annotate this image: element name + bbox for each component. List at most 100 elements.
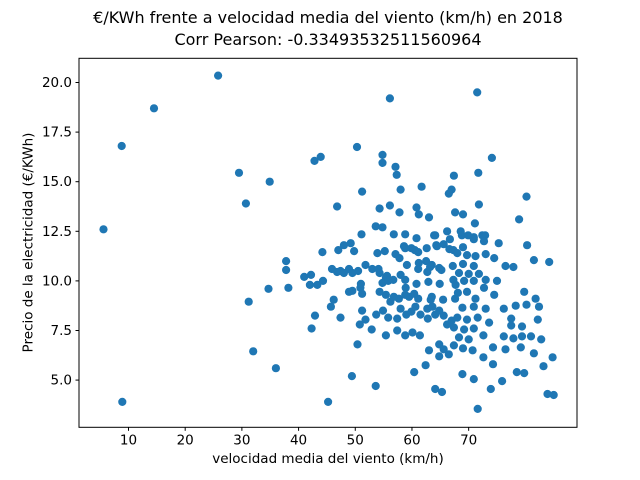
scatter-point [529, 349, 539, 358]
scatter-point [378, 306, 388, 315]
scatter-point [339, 241, 348, 250]
scatter-point [469, 235, 478, 244]
scatter-point [456, 227, 465, 236]
scatter-point [545, 257, 554, 267]
scatter-point [543, 389, 552, 399]
scatter-point [422, 244, 431, 253]
x-axis-label: velocidad media del viento (km/h) [212, 451, 444, 467]
scatter-point [310, 156, 319, 165]
scatter-point [305, 280, 314, 289]
scatter-point [414, 210, 423, 219]
scatter-point [401, 290, 410, 299]
scatter-point [445, 235, 454, 244]
scatter-point [509, 334, 518, 343]
scatter-point [334, 246, 343, 255]
scatter-point [395, 208, 404, 217]
scatter-point [389, 292, 398, 301]
scatter-point [424, 213, 434, 222]
scatter-point [462, 251, 472, 260]
scatter-point [333, 202, 342, 211]
scatter-point [443, 227, 452, 236]
scatter-point [339, 268, 348, 278]
scatter-point [426, 262, 435, 272]
scatter-point [344, 287, 354, 296]
scatter-point [347, 372, 356, 381]
scatter-point [520, 287, 529, 296]
scatter-point [412, 234, 421, 243]
scatter-point [307, 324, 316, 333]
y-tick-label: 17.5 [42, 125, 72, 141]
scatter-point [401, 283, 410, 292]
scatter-point [265, 177, 274, 186]
scatter-point [375, 287, 384, 296]
scatter-point [492, 276, 502, 285]
axes-frame [78, 57, 578, 428]
scatter-point [410, 289, 419, 298]
scatter-points [99, 71, 558, 413]
scatter-point [499, 332, 508, 341]
y-tick-label: 12.5 [42, 224, 72, 240]
scatter-point [437, 387, 447, 397]
scatter-point [531, 294, 540, 303]
scatter-point [453, 288, 462, 297]
scatter-point [431, 384, 440, 394]
scatter-point [439, 240, 448, 249]
scatter-point [393, 314, 402, 323]
scatter-point [499, 304, 508, 313]
scatter-point [353, 340, 362, 349]
scatter-point [471, 252, 480, 261]
y-tick-label: 5.0 [51, 373, 72, 389]
x-tick-label: 10 [120, 432, 137, 448]
scatter-point [431, 231, 440, 240]
scatter-point [490, 254, 499, 263]
scatter-point [423, 314, 432, 323]
scatter-point [401, 230, 410, 239]
scatter-point [350, 247, 359, 256]
scatter-point [451, 280, 460, 289]
scatter-point [401, 331, 410, 340]
scatter-point [380, 247, 389, 256]
scatter-point [460, 276, 469, 285]
scatter-point [318, 248, 327, 257]
scatter-point [479, 237, 489, 246]
scatter-point [391, 162, 400, 171]
scatter-point [414, 258, 423, 268]
scatter-point [424, 346, 434, 355]
y-tick-label: 7.5 [51, 323, 72, 339]
scatter-point [469, 302, 478, 311]
scatter-point [395, 254, 404, 263]
scatter-point [464, 335, 473, 344]
scatter-point [324, 397, 333, 406]
y-axis-ticks: 5.0 7.5 10.0 12.5 15.0 17.5 20.0 [42, 75, 79, 389]
scatter-point [244, 297, 253, 306]
scatter-point [271, 364, 280, 373]
scatter-point [479, 283, 489, 292]
scatter-point [378, 150, 387, 159]
x-tick-label: 20 [177, 432, 194, 448]
scatter-point [507, 314, 516, 323]
scatter-point [449, 171, 458, 180]
scatter-point [533, 315, 542, 324]
scatter-point [487, 153, 496, 162]
scatter-point [373, 249, 382, 258]
scatter-point [529, 256, 539, 265]
scatter-point [488, 343, 498, 352]
scatter-point [367, 325, 376, 334]
x-axis-ticks: 10 20 30 40 50 60 70 [120, 427, 477, 448]
scatter-point [439, 295, 448, 304]
scatter-point [384, 313, 393, 322]
scatter-point [458, 303, 467, 312]
scatter-point [300, 272, 309, 281]
scatter-point [481, 275, 490, 284]
scatter-point [282, 265, 291, 275]
scatter-point [249, 347, 258, 356]
scatter-point [537, 335, 546, 344]
scatter-point [214, 71, 223, 80]
scatter-point [449, 323, 458, 332]
scatter-point [449, 341, 458, 350]
scatter-point [437, 265, 446, 275]
scatter-point [411, 302, 420, 311]
scatter-point [282, 257, 291, 266]
y-tick-label: 10.0 [42, 273, 72, 289]
